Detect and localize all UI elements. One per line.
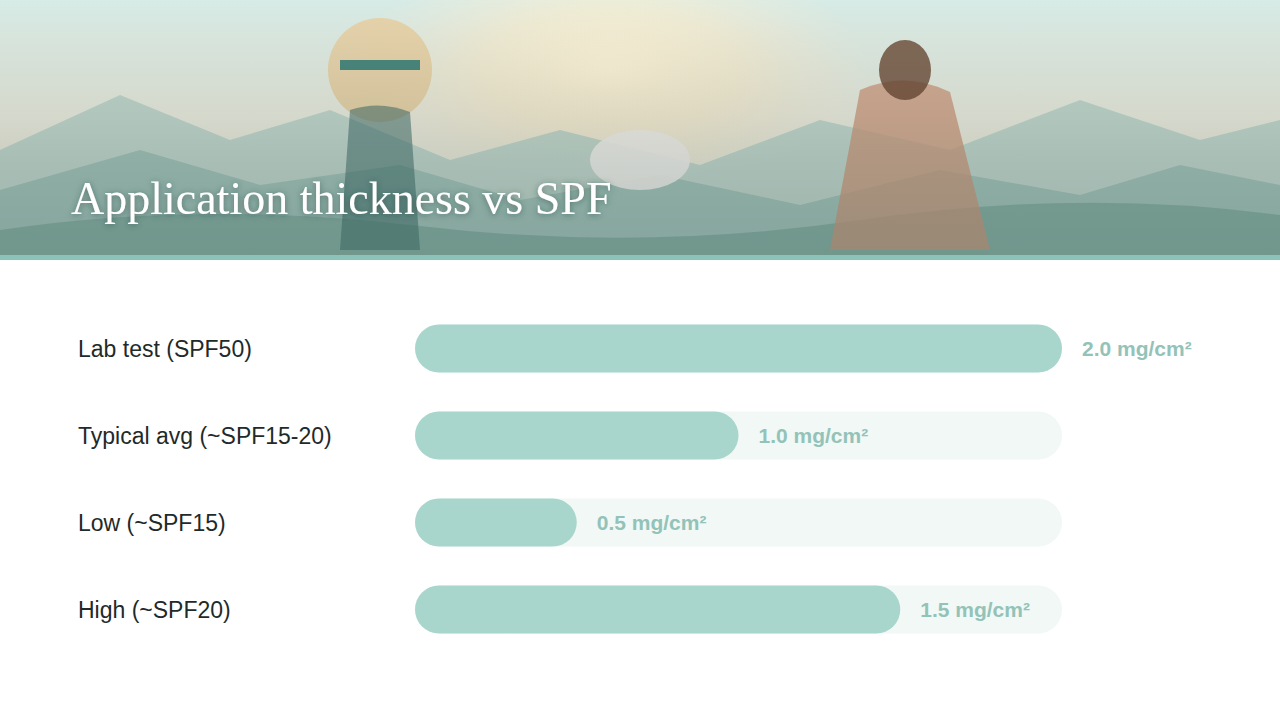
svg-text:Typical avg (~SPF15-20): Typical avg (~SPF15-20) bbox=[78, 423, 332, 449]
svg-text:2.0 mg/cm²: 2.0 mg/cm² bbox=[1082, 337, 1192, 360]
svg-text:1.0 mg/cm²: 1.0 mg/cm² bbox=[759, 424, 869, 447]
svg-text:Application thickness vs SPF: Application thickness vs SPF bbox=[71, 173, 612, 224]
svg-text:0.5 mg/cm²: 0.5 mg/cm² bbox=[597, 511, 707, 534]
svg-text:Low (~SPF15): Low (~SPF15) bbox=[78, 510, 226, 536]
svg-text:Lab test (SPF50): Lab test (SPF50) bbox=[78, 336, 252, 362]
svg-text:1.5 mg/cm²: 1.5 mg/cm² bbox=[920, 598, 1030, 621]
svg-text:High (~SPF20): High (~SPF20) bbox=[78, 597, 231, 623]
